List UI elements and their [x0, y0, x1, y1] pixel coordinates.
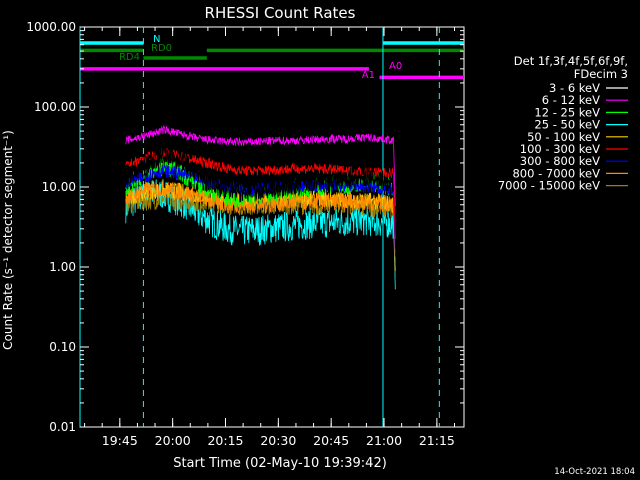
y-tick-label: 100.00 [34, 100, 76, 114]
chart-title: RHESSI Count Rates [205, 4, 356, 22]
legend-entry-label: 25 - 50 keV [534, 118, 600, 132]
y-axis-ticks: 0.01 0.10 1.00 10.00 100.00 1000.00 [26, 20, 464, 434]
x-tick-label: 19:45 [102, 433, 138, 448]
y-tick-label: 1000.00 [26, 20, 76, 34]
y-axis-label: Count Rate (s⁻¹ detector segment⁻¹) [1, 130, 15, 350]
state-label-rd0: RD0 [151, 43, 172, 54]
y-tick-label: 1.00 [49, 260, 76, 274]
y-tick-label: 0.01 [49, 420, 76, 434]
y-tick-label: 10.00 [42, 180, 76, 194]
legend-entry-label: 7000 - 15000 keV [498, 179, 600, 193]
series-line [125, 125, 396, 207]
x-axis-label: Start Time (02-May-10 19:39:42) [173, 456, 387, 471]
x-tick-label: 21:00 [366, 433, 402, 448]
legend-header-detectors: Det 1f,3f,4f,5f,6f,9f, [514, 54, 628, 68]
series-line-3-6-kev [125, 143, 394, 201]
legend-entry-label: 3 - 6 keV [549, 81, 600, 95]
y-tick-label: 0.10 [49, 340, 76, 354]
generation-timestamp: 14-Oct-2021 18:04 [554, 467, 635, 477]
legend-header-decimation: FDecim 3 [574, 67, 628, 81]
x-tick-label: 20:15 [207, 433, 243, 448]
x-tick-label: 20:00 [155, 433, 191, 448]
legend-entry-label: 50 - 100 keV [527, 130, 600, 144]
state-label-n: N [153, 34, 160, 45]
x-tick-label: 20:45 [313, 433, 349, 448]
x-tick-label: 20:30 [260, 433, 296, 448]
x-axis-ticks: 19:45 20:00 20:15 20:30 20:45 21:00 21:15 [84, 27, 455, 448]
legend-entry-label: 12 - 25 keV [534, 105, 600, 119]
legend-entry-label: 300 - 800 keV [520, 154, 600, 168]
legend-entry-label: 800 - 7000 keV [512, 166, 600, 180]
series-lines [125, 125, 396, 290]
state-label-a0: A0 [389, 61, 402, 72]
x-tick-label: 21:15 [419, 433, 455, 448]
legend-entry-label: 100 - 300 keV [520, 142, 600, 156]
state-label-rd4: RD4 [119, 52, 140, 63]
state-label-a1: A1 [362, 70, 375, 81]
legend-entry-label: 6 - 12 keV [542, 93, 600, 107]
legend: Det 1f,3f,4f,5f,6f,9f, FDecim 3 3 - 6 ke… [498, 54, 628, 193]
attenuator-vertical-lines [79, 27, 440, 427]
